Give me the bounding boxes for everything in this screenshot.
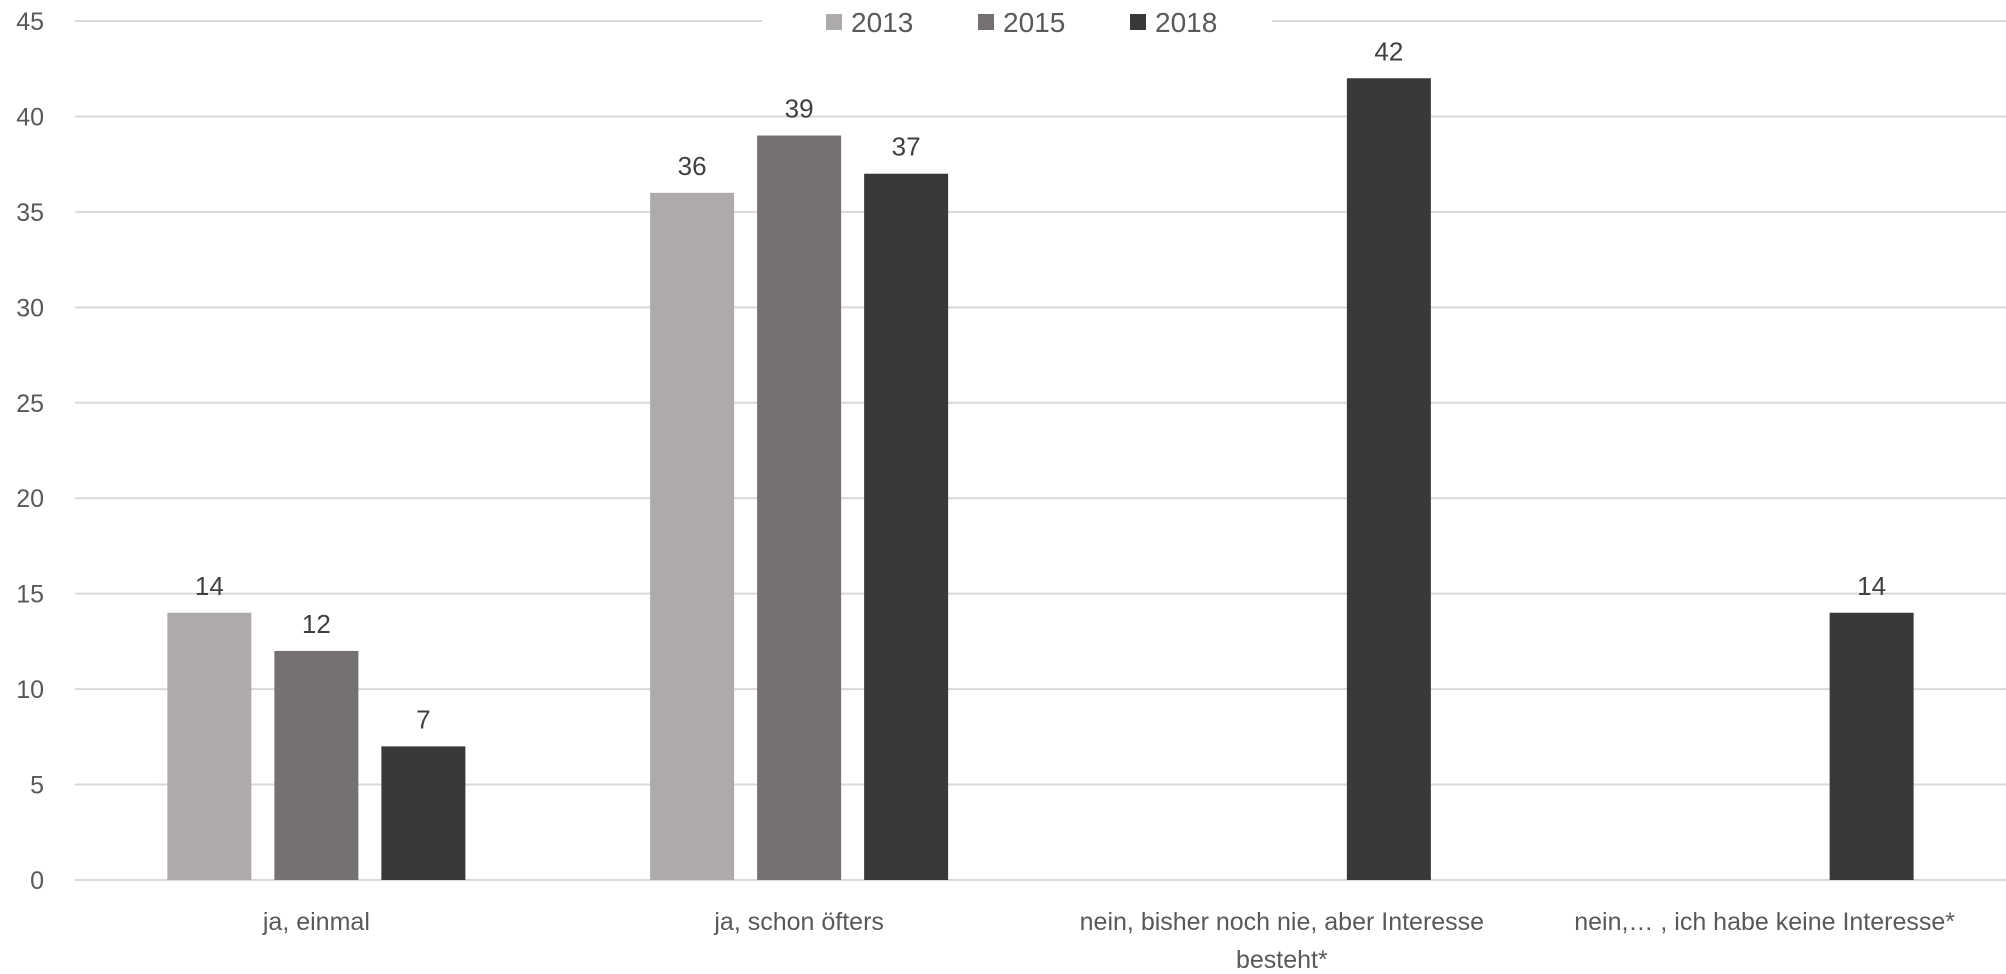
category-label: nein,… , ich habe keine Interesse* [1574,908,1955,936]
bar-2015 [274,650,359,880]
bar-2013 [650,192,735,881]
data-label: 39 [785,94,814,124]
category-label: ja, einmal [262,908,370,936]
category-label: ja, schon öfters [713,908,884,936]
bar-2018 [381,746,466,880]
data-label: 36 [678,151,707,181]
legend-background [762,2,1272,42]
y-tick-label: 30 [16,294,44,322]
legend-label-2013: 2013 [851,7,913,38]
category-label: besteht* [1236,946,1328,974]
data-label: 42 [1374,36,1403,66]
category-label: nein, bisher noch nie, aber Interesse [1080,908,1484,936]
y-tick-label: 35 [16,199,44,227]
bars [167,78,1914,881]
data-label: 37 [892,132,921,162]
y-tick-label: 25 [16,390,44,418]
legend: 2013 2015 2018 [762,2,1272,42]
bar-2018 [1829,612,1914,880]
y-axis-ticks: 0 5 10 15 20 25 30 35 40 45 [16,8,44,895]
legend-label-2018: 2018 [1155,7,1217,38]
y-tick-label: 40 [16,103,44,131]
data-label: 12 [302,609,331,639]
legend-label-2015: 2015 [1003,7,1065,38]
y-tick-label: 5 [30,772,44,800]
y-tick-label: 45 [16,8,44,36]
data-label: 14 [1857,571,1886,601]
bar-2018 [1346,78,1431,881]
y-tick-label: 15 [16,581,44,609]
bar-2013 [167,612,252,880]
legend-swatch-2013 [826,14,842,30]
bar-2018 [864,173,949,880]
bar-2015 [757,135,842,881]
legend-swatch-2015 [978,14,994,30]
y-tick-label: 0 [30,867,44,895]
x-axis-categories: ja, einmal ja, schon öfters nein, bisher n… [262,908,1955,974]
gridlines [75,20,2006,881]
data-label: 7 [416,704,430,734]
y-tick-label: 10 [16,676,44,704]
legend-swatch-2018 [1130,14,1146,30]
data-labels: 14 12 7 36 39 37 42 14 [195,36,1886,734]
y-tick-label: 20 [16,485,44,513]
data-label: 14 [195,571,224,601]
